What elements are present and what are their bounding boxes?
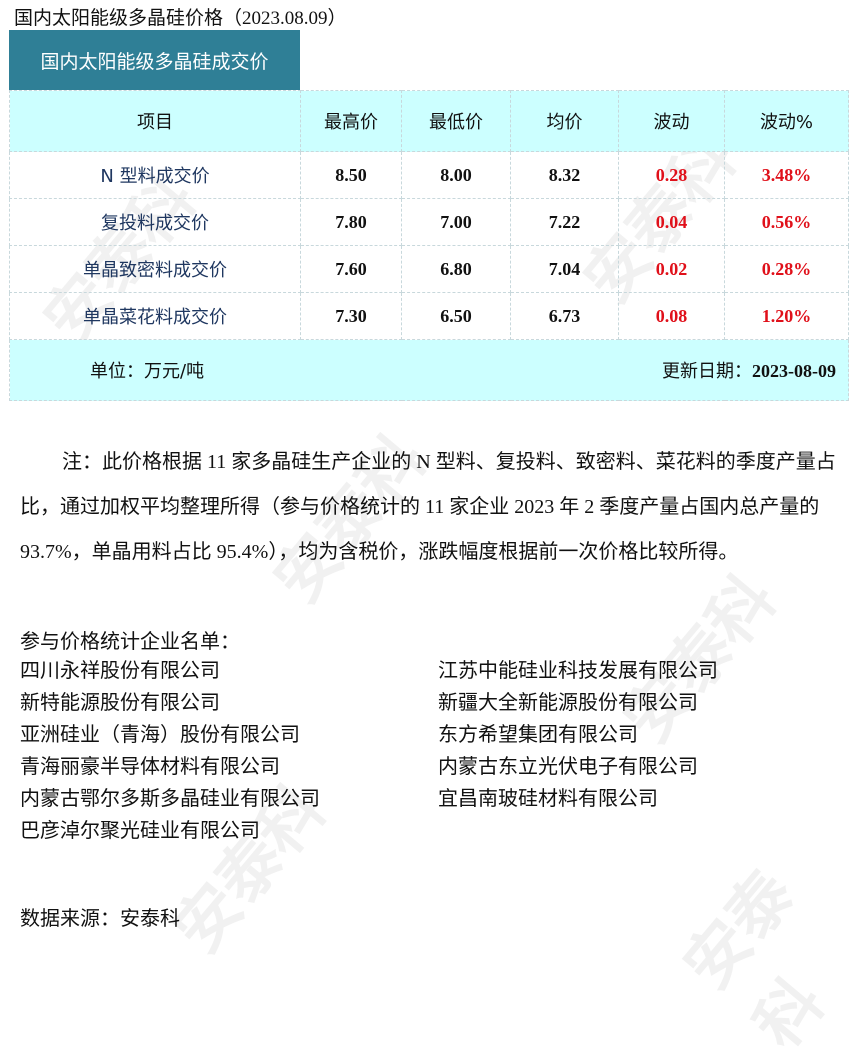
footer-cell: 单位：万元/吨 更新日期：2023-08-09: [9, 339, 849, 401]
cell-name: N 型料成交价: [9, 151, 301, 199]
cell-high: 7.30: [300, 292, 402, 340]
company-item: 宜昌南玻硅材料有限公司: [438, 788, 658, 810]
cell-change: 0.02: [618, 245, 725, 293]
cell-avg: 7.22: [510, 198, 619, 246]
table-row: N 型料成交价 8.50 8.00 8.32 0.28 3.48%: [9, 151, 849, 199]
page-title: 国内太阳能级多晶硅价格（2023.08.09）: [14, 8, 347, 29]
cell-high: 7.80: [300, 198, 402, 246]
cell-low: 8.00: [401, 151, 511, 199]
cell-low: 6.50: [401, 292, 511, 340]
cell-avg: 8.32: [510, 151, 619, 199]
data-source: 数据来源：安泰科: [20, 908, 180, 930]
table-row: 单晶致密料成交价 7.60 6.80 7.04 0.02 0.28%: [9, 245, 849, 293]
cell-avg: 6.73: [510, 292, 619, 340]
cell-change: 0.04: [618, 198, 725, 246]
cell-pct: 1.20%: [724, 292, 849, 340]
company-list-right: 江苏中能硅业科技发展有限公司 新疆大全新能源股份有限公司 东方希望集团有限公司 …: [438, 655, 718, 815]
company-item: 内蒙古东立光伏电子有限公司: [438, 756, 698, 778]
cell-name: 单晶致密料成交价: [9, 245, 301, 293]
unit-label: 单位：万元/吨: [90, 361, 205, 382]
company-item: 青海丽豪半导体材料有限公司: [20, 756, 280, 778]
update-value: 2023-08-09: [752, 361, 836, 381]
table-row: 单晶菜花料成交价 7.30 6.50 6.73 0.08 1.20%: [9, 292, 849, 340]
cell-name: 复投料成交价: [9, 198, 301, 246]
header-change: 波动: [618, 90, 725, 152]
company-item: 江苏中能硅业科技发展有限公司: [438, 660, 718, 682]
note-paragraph: 注：此价格根据 11 家多晶硅生产企业的 N 型料、复投料、致密料、菜花料的季度…: [20, 451, 836, 563]
company-list-title: 参与价格统计企业名单：: [20, 631, 240, 653]
cell-pct: 0.56%: [724, 198, 849, 246]
company-list-left: 四川永祥股份有限公司 新特能源股份有限公司 亚洲硅业（青海）股份有限公司 青海丽…: [20, 655, 320, 847]
cell-change: 0.08: [618, 292, 725, 340]
cell-name: 单晶菜花料成交价: [9, 292, 301, 340]
table-header-row: 项目 最高价 最低价 均价 波动 波动%: [9, 90, 849, 152]
header-high: 最高价: [300, 90, 402, 152]
cell-pct: 0.28%: [724, 245, 849, 293]
company-item: 内蒙古鄂尔多斯多晶硅业有限公司: [20, 788, 320, 810]
company-item: 新疆大全新能源股份有限公司: [438, 692, 698, 714]
company-item: 东方希望集团有限公司: [438, 724, 638, 746]
cell-low: 6.80: [401, 245, 511, 293]
cell-high: 7.60: [300, 245, 402, 293]
company-item: 新特能源股份有限公司: [20, 692, 220, 714]
company-item: 亚洲硅业（青海）股份有限公司: [20, 724, 300, 746]
price-table: 项目 最高价 最低价 均价 波动 波动% N 型料成交价 8.50 8.00 8…: [9, 90, 849, 401]
company-item: 巴彦淖尔聚光硅业有限公司: [20, 820, 260, 842]
update-date: 更新日期：2023-08-09: [662, 357, 848, 383]
cell-change: 0.28: [618, 151, 725, 199]
header-pct: 波动%: [724, 90, 849, 152]
cell-pct: 3.48%: [724, 151, 849, 199]
cell-high: 8.50: [300, 151, 402, 199]
header-low: 最低价: [401, 90, 511, 152]
table-footer-row: 单位：万元/吨 更新日期：2023-08-09: [9, 339, 849, 401]
company-item: 四川永祥股份有限公司: [20, 660, 220, 682]
cell-avg: 7.04: [510, 245, 619, 293]
cell-low: 7.00: [401, 198, 511, 246]
table-title-tab: 国内太阳能级多晶硅成交价: [9, 30, 300, 90]
header-avg: 均价: [510, 90, 619, 152]
table-row: 复投料成交价 7.80 7.00 7.22 0.04 0.56%: [9, 198, 849, 246]
header-item: 项目: [9, 90, 301, 152]
update-label: 更新日期：: [662, 361, 752, 382]
